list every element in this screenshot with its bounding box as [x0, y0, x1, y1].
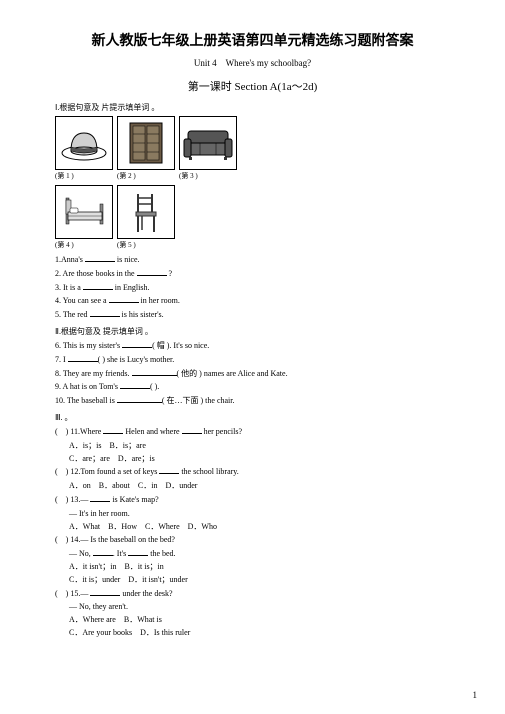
- q7: 7. I ( ) she is Lucy's mother.: [55, 354, 450, 367]
- section-1-head: Ⅰ.根据句意及 片提示填单词 。: [55, 102, 450, 113]
- q11-opts: A．is；is B．is；are: [55, 440, 450, 453]
- q12-stem: ( ) 12.Tom found a set of keys the schoo…: [55, 466, 450, 479]
- q14-line2: — No, . It's the bed.: [55, 548, 450, 561]
- q6: 6. This is my sister's ( 帽 ). It's so ni…: [55, 340, 450, 353]
- q3: 3. It is a in English.: [55, 282, 450, 295]
- section-3-head: Ⅲ. 。: [55, 412, 450, 423]
- caption-row-2: (第 4 ) (第 5 ): [55, 240, 450, 250]
- q14-opts2: C．it is；under D．it isn't；under: [55, 574, 450, 587]
- bookcase-image: [117, 116, 175, 170]
- q13-line2: — It's in her room.: [55, 508, 450, 521]
- caption-1: (第 1 ): [55, 171, 113, 181]
- caption-row-1: (第 1 ) (第 2 ) (第 3 ): [55, 171, 450, 181]
- q11-opts2: C．are；are D．are；is: [55, 453, 450, 466]
- q14-stem: ( ) 14.— Is the baseball on the bed?: [55, 534, 450, 547]
- sofa-image: [179, 116, 237, 170]
- hat-image: [55, 116, 113, 170]
- q15-stem: ( ) 15.— under the desk?: [55, 588, 450, 601]
- image-row-1: [55, 116, 450, 170]
- q10: 10. The baseball is ( 在…下面 ) the chair.: [55, 395, 450, 408]
- q11-stem: ( ) 11.Where Helen and where her pencils…: [55, 426, 450, 439]
- q15-line2: — No, they aren't.: [55, 601, 450, 614]
- q13-opts: A．What B．How C．Where D．Who: [55, 521, 450, 534]
- q4: 4. You can see a in her room.: [55, 295, 450, 308]
- q12-opts: A．on B．about C．in D．under: [55, 480, 450, 493]
- chair-image: [117, 185, 175, 239]
- image-row-2: [55, 185, 450, 239]
- q8: 8. They are my friends. ( 他的 ) names are…: [55, 368, 450, 381]
- q2: 2. Are those books in the ?: [55, 268, 450, 281]
- page-number: 1: [473, 690, 478, 700]
- caption-5: (第 5 ): [117, 240, 175, 250]
- q15-opts: A．Where are B．What is: [55, 614, 450, 627]
- caption-2: (第 2 ): [117, 171, 175, 181]
- q5: 5. The red is his sister's.: [55, 309, 450, 322]
- q13-stem: ( ) 13.— is Kate's map?: [55, 494, 450, 507]
- caption-3: (第 3 ): [179, 171, 237, 181]
- bed-image: [55, 185, 113, 239]
- unit-line: Unit 4 Where's my schoolbag?: [55, 58, 450, 68]
- lesson-title: 第一课时 Section A(1a～2d): [55, 78, 450, 94]
- q15-opts2: C．Are your books D．Is this ruler: [55, 627, 450, 640]
- section-2-head: Ⅱ.根据句意及 提示填单词 。: [55, 326, 450, 337]
- caption-4: (第 4 ): [55, 240, 113, 250]
- q1: 1.Anna's is nice.: [55, 254, 450, 267]
- q9: 9. A hat is on Tom's ( ).: [55, 381, 450, 394]
- worksheet-page: 新人教版七年级上册英语第四单元精选练习题附答案 Unit 4 Where's m…: [0, 0, 505, 660]
- q14-opts: A．it isn't；in B．it is；in: [55, 561, 450, 574]
- main-title: 新人教版七年级上册英语第四单元精选练习题附答案: [55, 30, 450, 50]
